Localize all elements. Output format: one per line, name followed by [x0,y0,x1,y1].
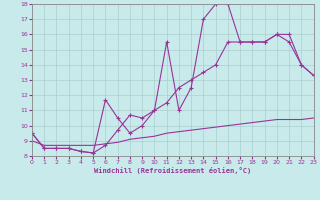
X-axis label: Windchill (Refroidissement éolien,°C): Windchill (Refroidissement éolien,°C) [94,167,252,174]
